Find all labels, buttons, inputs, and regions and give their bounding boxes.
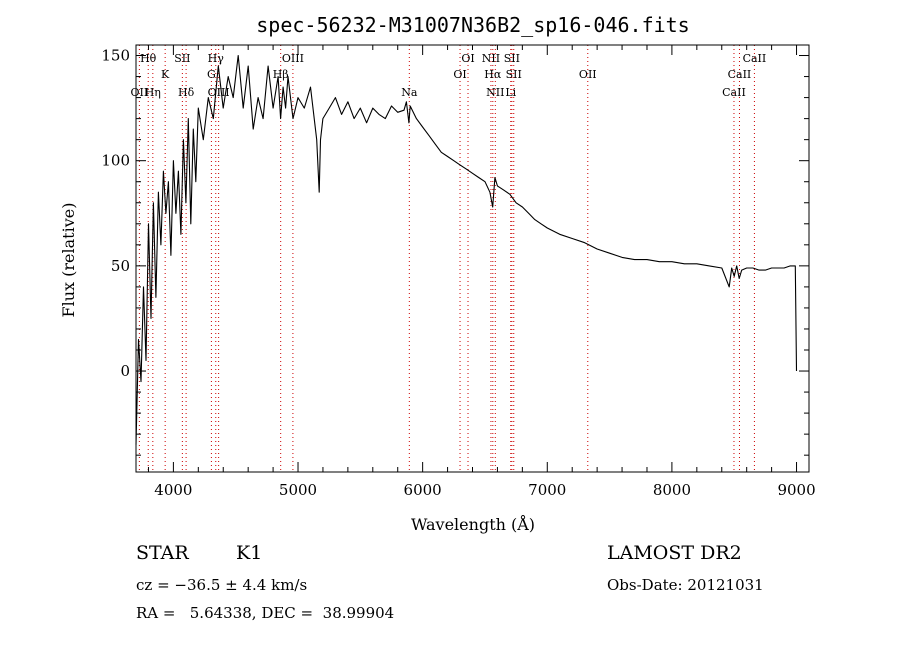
line-label-10: Hβ	[273, 68, 289, 81]
object-class: STAR	[136, 542, 189, 564]
redshift-readout: cz = −36.5 ± 4.4 km/s	[136, 576, 308, 594]
line-label-22: CaII	[728, 68, 752, 81]
line-label-19: Li	[505, 86, 516, 99]
line-label-3: K	[161, 68, 170, 81]
line-label-7: G	[207, 68, 216, 81]
line-label-0: Hθ	[140, 52, 157, 65]
line-label-1: OII	[131, 86, 149, 99]
x-tick-label: 5000	[279, 481, 317, 499]
object-subclass: K1	[236, 542, 263, 564]
line-label-20: OII	[579, 68, 597, 81]
line-label-13: OI	[453, 68, 466, 81]
line-label-4: SII	[174, 52, 190, 65]
line-label-18: NII	[486, 86, 504, 99]
line-label-12: OI	[461, 52, 474, 65]
x-tick-label: 6000	[404, 481, 442, 499]
line-label-21: CaII	[743, 52, 767, 65]
line-label-14: NII	[482, 52, 500, 65]
y-axis-label: Flux (relative)	[59, 203, 78, 318]
line-label-8: OIII	[208, 86, 230, 99]
line-label-2: Hη	[145, 86, 161, 99]
y-tick-label: 100	[101, 152, 130, 170]
y-tick-label: 0	[120, 362, 130, 380]
y-tick-label: 50	[111, 257, 130, 275]
line-label-15: SII	[504, 52, 520, 65]
line-label-6: Hγ	[208, 52, 225, 65]
line-label-23: CaII	[722, 86, 746, 99]
plot-frame	[135, 44, 810, 473]
spectrum-line	[135, 54, 798, 445]
line-label-9: OIII	[282, 52, 304, 65]
spectral-line-markers	[138, 45, 755, 472]
observation-date: Obs-Date: 20121031	[607, 576, 764, 594]
spectrum-series	[135, 54, 798, 445]
line-label-11: Na	[401, 86, 418, 99]
x-tick-label: 9000	[777, 481, 815, 499]
line-label-5: Hδ	[178, 86, 195, 99]
y-tick-label: 150	[101, 47, 130, 65]
line-label-16: Hα	[484, 68, 502, 81]
axis-ticks: 4000 5000 6000 7000 8000 9000 0 50 100 150	[101, 45, 816, 499]
survey-name: LAMOST DR2	[607, 542, 742, 564]
chart-title: spec-56232-M31007N36B2_sp16-046.fits	[256, 13, 689, 37]
line-label-17: SII	[506, 68, 522, 81]
x-tick-label: 4000	[154, 481, 192, 499]
coordinates-readout: RA = 5.64338, DEC = 38.99904	[136, 604, 395, 622]
x-axis-label: Wavelength (Å)	[411, 514, 535, 534]
x-tick-label: 8000	[653, 481, 691, 499]
x-tick-label: 7000	[528, 481, 566, 499]
